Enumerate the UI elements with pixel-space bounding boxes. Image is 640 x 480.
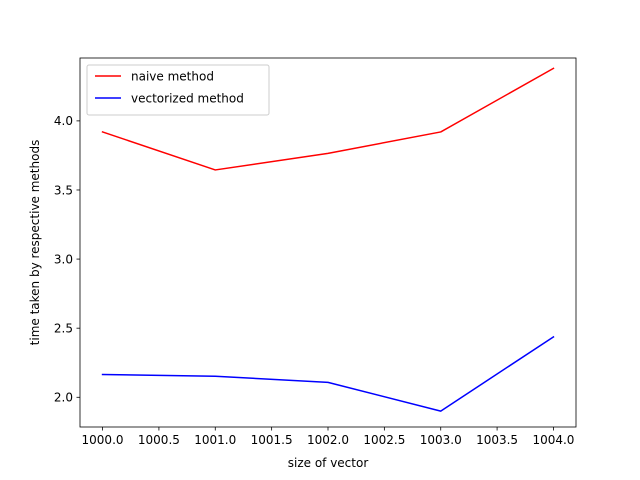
x-axis-ticks: 1000.0 1000.5 1001.0 1001.5 1002.0 1002.5 1003… <box>82 427 574 447</box>
x-tick-label: 1002.0 <box>307 433 349 447</box>
y-axis-ticks: 2.0 2.5 3.0 3.5 4.0 <box>54 114 80 405</box>
x-axis-label: size of vector <box>288 456 369 470</box>
x-tick-label: 1004.0 <box>532 433 574 447</box>
legend-label-1: naive method <box>131 69 214 83</box>
plot-frame <box>79 57 577 428</box>
y-axis-label: time taken by respective methods <box>28 140 42 346</box>
series-line-2 <box>101 335 555 412</box>
x-tick-label: 1003.5 <box>476 433 518 447</box>
y-tick-label: 3.0 <box>54 252 73 266</box>
data-series <box>101 67 555 412</box>
x-tick-label: 1001.0 <box>194 433 236 447</box>
y-tick-label: 3.5 <box>54 183 73 197</box>
y-tick-label: 4.0 <box>54 114 73 128</box>
series-line-1 <box>101 67 555 171</box>
y-tick-label: 2.5 <box>54 321 73 335</box>
legend: naive method vectorized method <box>86 64 270 116</box>
plot-area <box>79 57 577 428</box>
y-tick-label: 2.0 <box>54 391 73 405</box>
x-tick-label: 1001.5 <box>251 433 293 447</box>
x-tick-label: 1003.0 <box>420 433 462 447</box>
legend-label-2: vectorized method <box>131 91 244 105</box>
legend-box <box>86 64 270 116</box>
x-tick-label: 1002.5 <box>363 433 405 447</box>
x-tick-label: 1000.5 <box>138 433 180 447</box>
x-tick-label: 1000.0 <box>82 433 124 447</box>
